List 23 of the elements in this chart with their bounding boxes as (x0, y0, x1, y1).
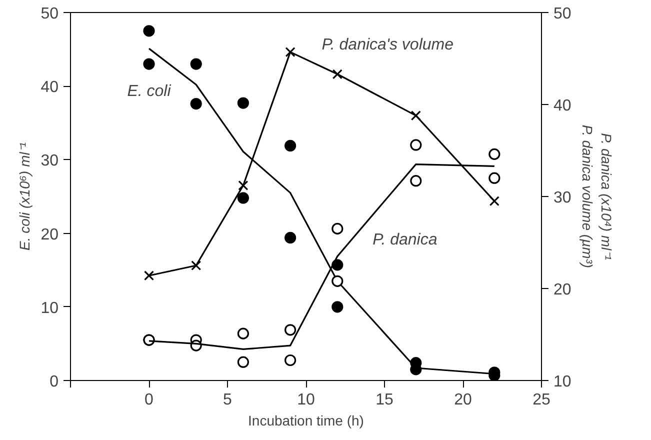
series-label: P. danica (372, 231, 438, 248)
y-tick-label: 30 (40, 152, 59, 170)
series-label: P. danica's volume (322, 36, 454, 54)
y-tick-label: 0 (50, 374, 59, 390)
y2-tick-label: 20 (554, 282, 572, 298)
y-tick-label: 10 (40, 300, 59, 317)
x-tick-label: 15 (376, 392, 394, 408)
y2-tick-label: 50 (554, 6, 572, 22)
y-axis-title: E. coli (x10⁶) ml⁻¹ (16, 142, 33, 251)
y-tick-label: 20 (40, 226, 59, 244)
x-tick-label: 10 (297, 392, 315, 408)
x-tick-label: 20 (454, 392, 472, 408)
y2-tick-label: 10 (554, 374, 572, 390)
y2-tick-label: 30 (554, 190, 572, 206)
x-tick-label: 0 (144, 392, 154, 408)
y2-axis-title: P. danica (x10⁴) ml⁻¹ P. danica volume (µm³) (579, 124, 614, 268)
y-tick-label: 40 (40, 79, 59, 96)
x-tick-label: 25 (532, 392, 550, 408)
series-label: E. coli (127, 82, 172, 100)
y-tick-label: 50 (40, 6, 59, 22)
x-axis-title: Incubation time (h) (248, 412, 364, 428)
y2-tick-label: 40 (554, 98, 572, 114)
x-tick-label: 5 (223, 392, 232, 408)
